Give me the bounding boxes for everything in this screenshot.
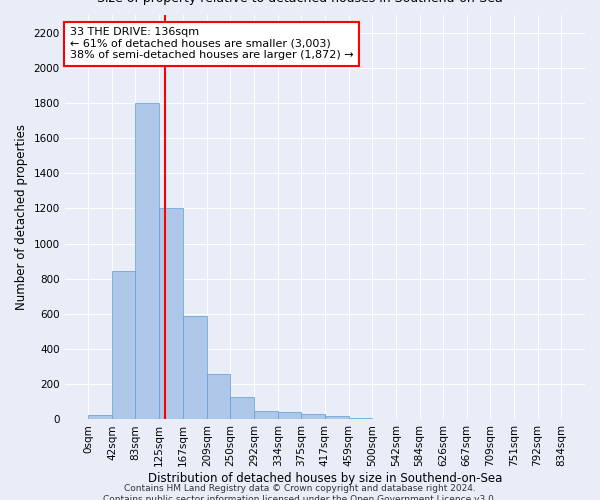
Bar [159,208,183,420]
Bar [88,414,112,420]
Bar [112,271,136,420]
Bar [301,414,325,420]
Y-axis label: Number of detached properties: Number of detached properties [15,124,28,310]
X-axis label: Distribution of detached houses by size in Southend-on-Sea: Distribution of detached houses by size … [148,472,502,485]
Text: 33 THE DRIVE: 136sqm
← 61% of detached houses are smaller (3,003)
38% of semi-de: 33 THE DRIVE: 136sqm ← 61% of detached h… [70,27,353,60]
Bar [349,418,372,420]
Bar [183,316,207,420]
Bar [230,396,254,419]
Bar [254,410,278,420]
Bar [325,416,349,420]
Text: Size of property relative to detached houses in Southend-on-Sea: Size of property relative to detached ho… [97,0,503,5]
Bar [136,103,159,420]
Bar [278,412,301,420]
Bar [207,374,230,420]
Text: Contains HM Land Registry data © Crown copyright and database right 2024.
Contai: Contains HM Land Registry data © Crown c… [103,484,497,500]
